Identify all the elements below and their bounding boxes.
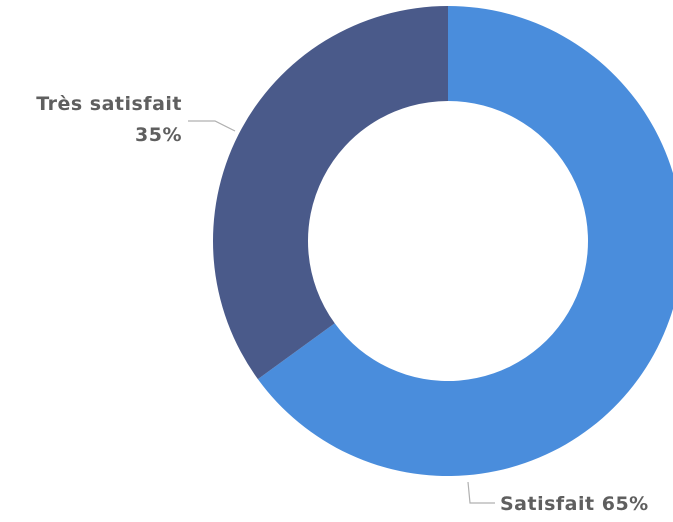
- value-label: 65%: [602, 493, 649, 515]
- category-label: Satisfait: [500, 493, 595, 515]
- leader-line: [467, 481, 495, 504]
- segment-label: Satisfait 65%: [500, 493, 649, 515]
- donut-segment: [213, 6, 448, 380]
- category-label: Très satisfait: [36, 93, 182, 115]
- value-label: 35%: [135, 124, 182, 146]
- leader-line: [188, 120, 236, 132]
- donut-segment: [257, 6, 673, 476]
